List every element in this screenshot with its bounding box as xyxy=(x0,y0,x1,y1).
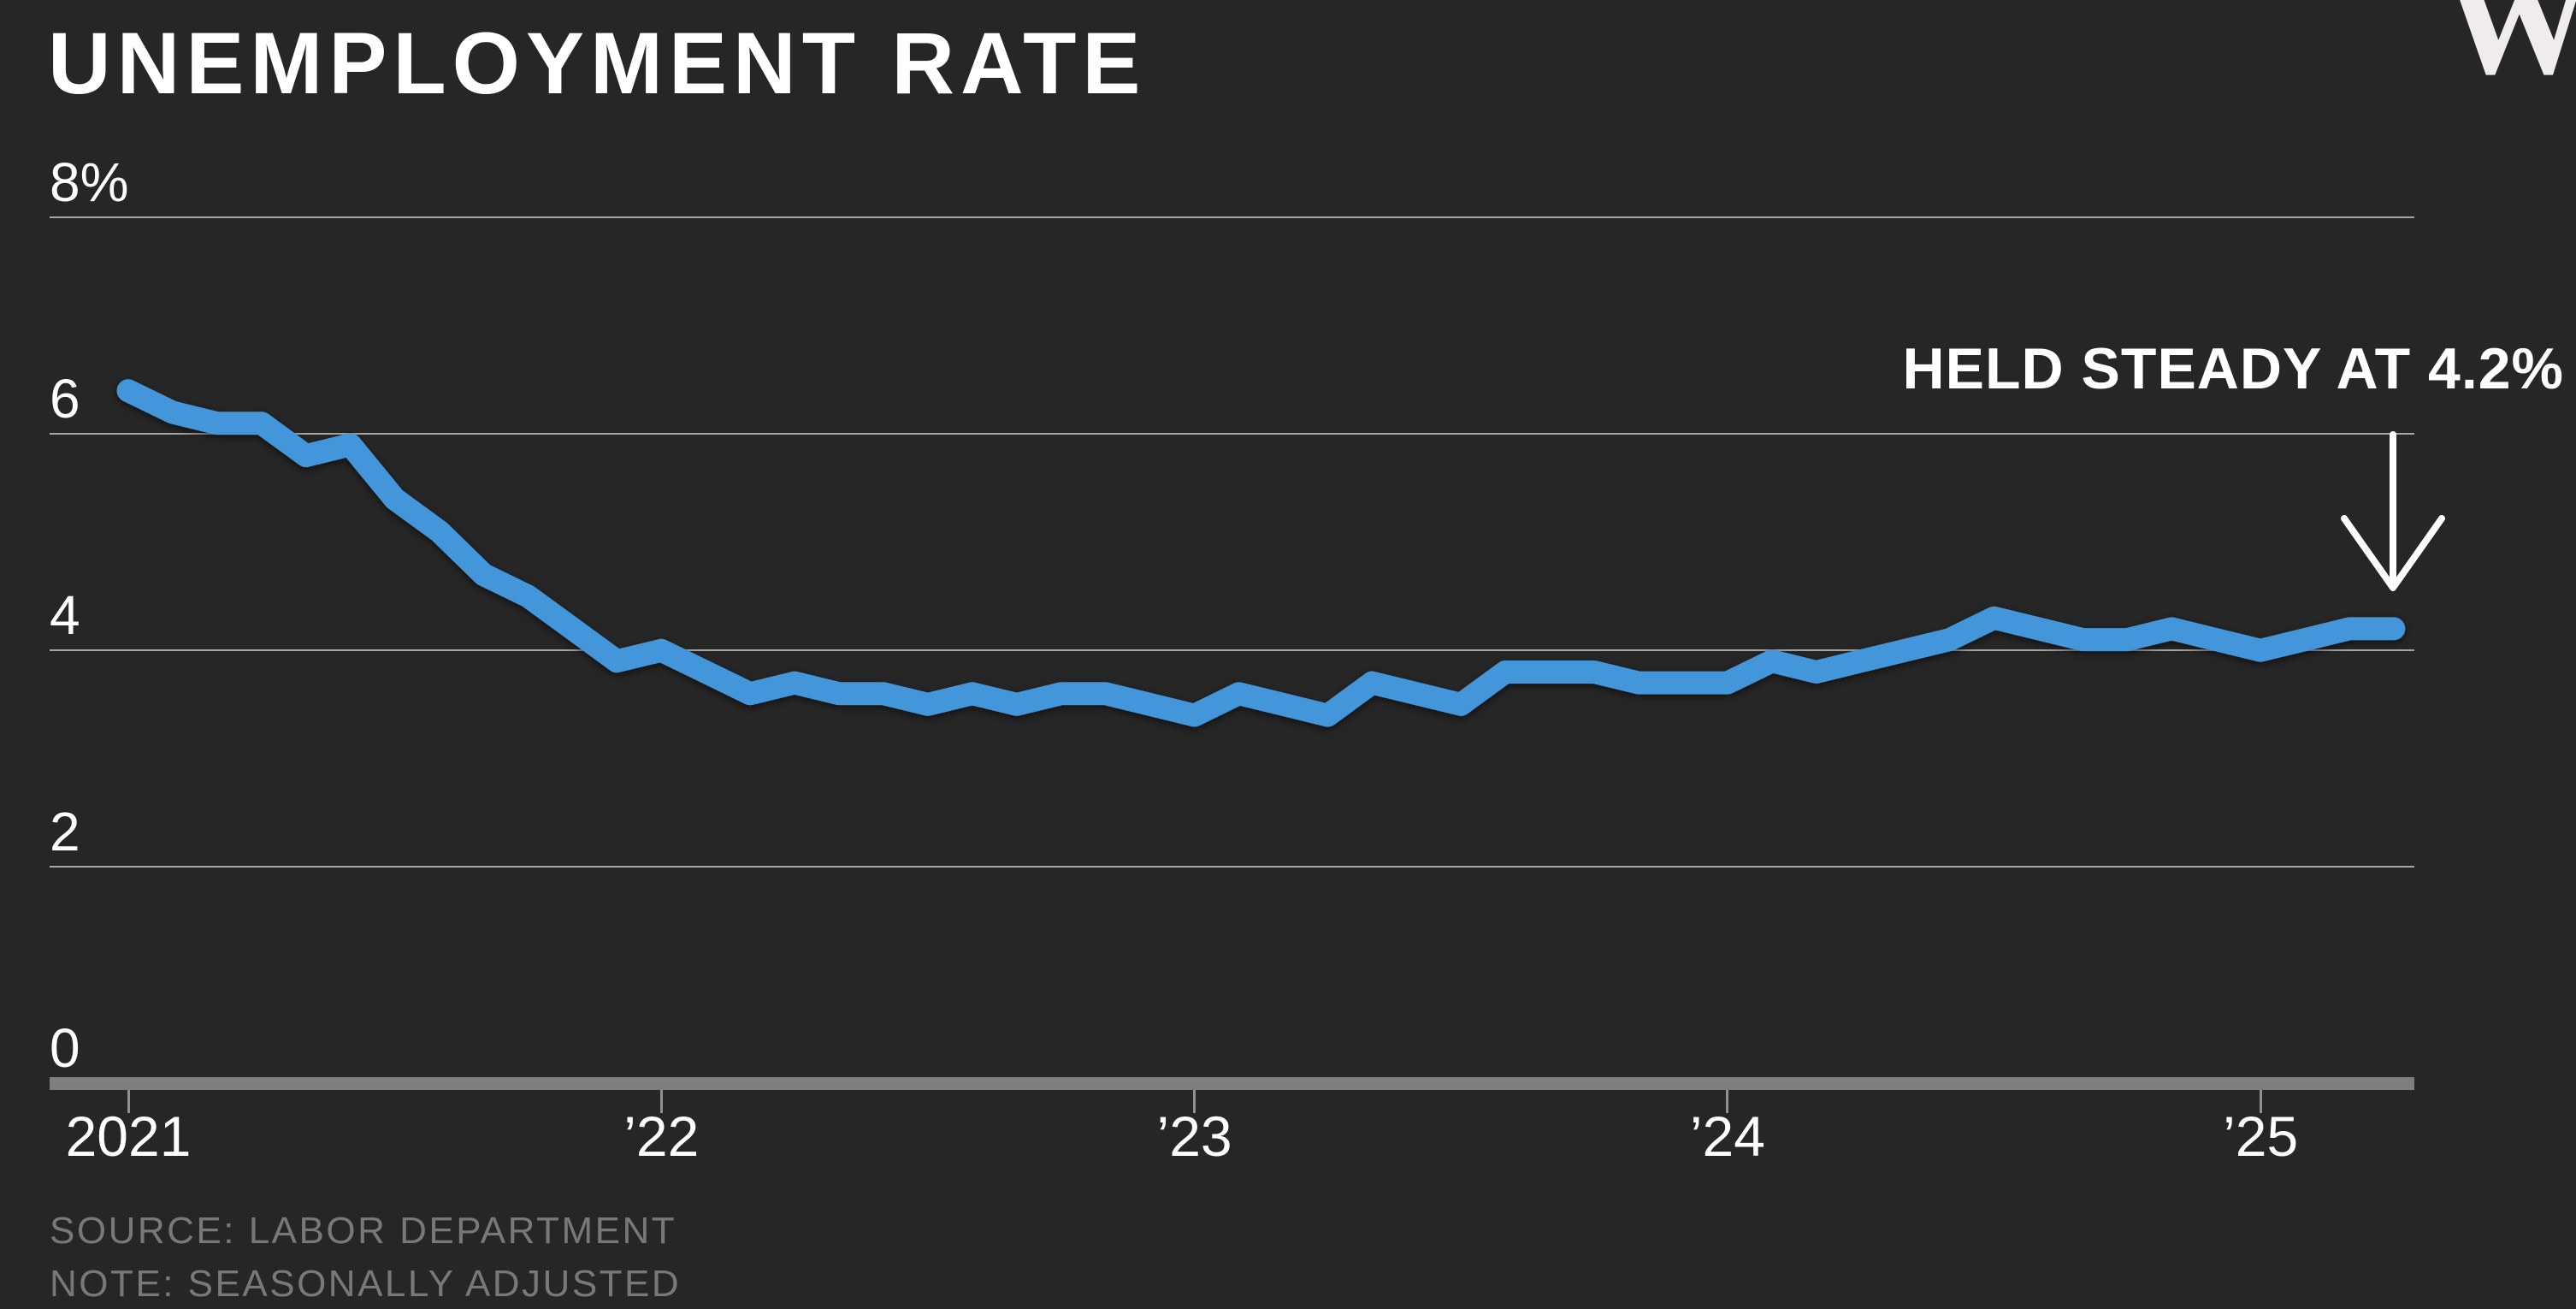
annotation-label: HELD STEADY AT 4.2% xyxy=(1902,336,2564,401)
x-axis-label-’24: ’24 xyxy=(1689,1105,1765,1168)
gridline-8 xyxy=(50,216,2414,219)
y-axis-label-4: 4 xyxy=(50,584,80,647)
y-axis-label-8: 8% xyxy=(50,151,129,214)
y-axis-label-0: 0 xyxy=(50,1017,80,1079)
gridline-2 xyxy=(50,866,2414,868)
wsj-logo: WSJ. xyxy=(2443,0,2576,106)
y-axis-label-2: 2 xyxy=(50,801,80,863)
x-axis-label-2021: 2021 xyxy=(65,1105,192,1168)
page-title: UNEMPLOYMENT RATE xyxy=(48,15,1147,112)
x-tick-’24 xyxy=(1726,1090,1729,1113)
x-axis-label-’22: ’22 xyxy=(623,1105,700,1168)
seasonally-adjusted-note: NOTE: SEASONALLY ADJUSTED xyxy=(50,1263,682,1305)
x-tick-’22 xyxy=(659,1090,663,1113)
source-note: SOURCE: LABOR DEPARTMENT xyxy=(50,1210,677,1252)
x-axis-baseline xyxy=(50,1077,2414,1090)
gridline-4 xyxy=(50,649,2414,652)
x-tick-’23 xyxy=(1193,1090,1196,1113)
down-arrow-icon xyxy=(2341,431,2445,591)
y-axis-label-6: 6 xyxy=(50,368,80,430)
x-axis-label-’23: ’23 xyxy=(1156,1105,1232,1168)
x-tick-2021 xyxy=(127,1090,130,1113)
gridline-6 xyxy=(50,433,2414,435)
x-tick-’25 xyxy=(2259,1090,2262,1113)
x-axis-label-’25: ’25 xyxy=(2223,1105,2299,1168)
unemployment-line xyxy=(116,379,2406,727)
